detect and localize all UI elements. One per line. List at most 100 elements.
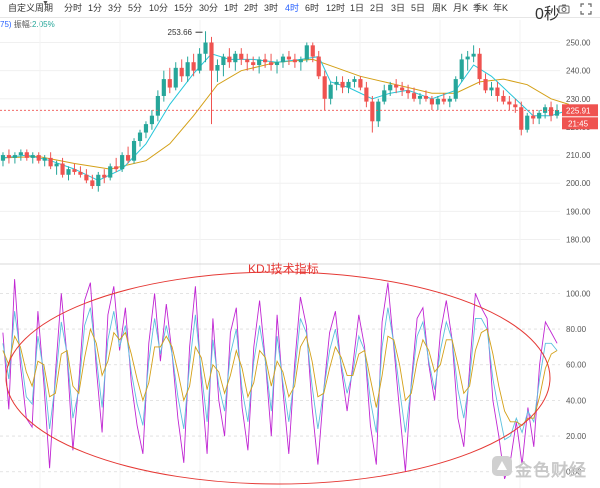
candle bbox=[346, 79, 351, 94]
timeframe-7[interactable]: 30分 bbox=[199, 3, 219, 13]
candle bbox=[257, 56, 262, 74]
candle bbox=[12, 152, 17, 164]
candle bbox=[525, 112, 530, 133]
candle bbox=[167, 67, 172, 94]
candle bbox=[173, 62, 178, 91]
ma-fast-line bbox=[2, 53, 570, 181]
timeframe-19[interactable]: 月K bbox=[453, 3, 469, 13]
timeframe-8[interactable]: 1时 bbox=[224, 3, 239, 13]
candle bbox=[328, 81, 333, 105]
candle bbox=[501, 90, 506, 105]
candle bbox=[263, 53, 268, 68]
camera-icon[interactable] bbox=[558, 3, 570, 15]
kdj-y-tick-label: 80.00 bbox=[566, 325, 587, 334]
timeframe-5[interactable]: 10分 bbox=[149, 3, 169, 13]
timeframe-13[interactable]: 12时 bbox=[326, 3, 346, 13]
candle-body bbox=[525, 115, 530, 130]
timeframe-1[interactable]: 分时 bbox=[64, 3, 83, 13]
ma-slow-line bbox=[2, 58, 570, 170]
candle-body bbox=[0, 155, 6, 161]
chevron-down-icon[interactable]: ▼ bbox=[42, 0, 49, 7]
candle-body bbox=[227, 56, 232, 63]
candle-body bbox=[233, 53, 238, 63]
candle-body bbox=[90, 180, 95, 187]
candle bbox=[495, 81, 500, 102]
candle bbox=[340, 76, 345, 94]
candle bbox=[388, 81, 393, 96]
candle-body bbox=[304, 45, 309, 60]
timeframe-10[interactable]: 3时 bbox=[264, 3, 279, 13]
candle bbox=[137, 129, 143, 147]
candle bbox=[245, 53, 250, 71]
candle bbox=[316, 50, 321, 80]
candle bbox=[406, 84, 411, 99]
candle bbox=[126, 146, 131, 164]
candle-body bbox=[298, 59, 303, 63]
candle bbox=[42, 155, 47, 167]
timeframe-3[interactable]: 3分 bbox=[108, 3, 123, 13]
timeframe-15[interactable]: 2日 bbox=[370, 3, 385, 13]
candle-body bbox=[60, 163, 65, 175]
timeframe-0[interactable]: 自定义周期 bbox=[8, 3, 54, 13]
candle-body bbox=[66, 169, 71, 175]
candle-body bbox=[6, 155, 12, 158]
candle bbox=[54, 160, 59, 175]
candle bbox=[435, 95, 440, 111]
candle-body bbox=[54, 163, 59, 167]
candle-body bbox=[394, 84, 399, 88]
candle-body bbox=[72, 169, 77, 172]
candle bbox=[108, 163, 113, 181]
kdj-y-tick-label: 40.00 bbox=[566, 396, 587, 405]
candle-body bbox=[411, 93, 417, 99]
candle-body bbox=[209, 42, 214, 71]
timeframe-21[interactable]: 年K bbox=[493, 3, 509, 13]
candle-body bbox=[12, 155, 17, 158]
candle bbox=[215, 59, 220, 82]
candle-body bbox=[471, 53, 476, 57]
candle bbox=[227, 48, 232, 68]
timeframe-11[interactable]: 4时 bbox=[285, 3, 300, 13]
jinse-logo-icon bbox=[492, 456, 512, 476]
candle-body bbox=[137, 132, 143, 141]
timeframe-18[interactable]: 周K bbox=[432, 3, 448, 13]
kdj-y-tick-label: 0.00 bbox=[566, 468, 582, 477]
candle-body bbox=[102, 174, 107, 178]
timeframe-14[interactable]: 1日 bbox=[350, 3, 365, 13]
timeframe-2[interactable]: 1分 bbox=[88, 3, 103, 13]
countdown-label: 21:45 bbox=[568, 119, 589, 128]
candle-body bbox=[155, 95, 160, 116]
candle bbox=[233, 50, 238, 71]
candle bbox=[60, 157, 65, 178]
timeframe-16[interactable]: 3日 bbox=[391, 3, 406, 13]
timeframe-6[interactable]: 15分 bbox=[174, 3, 194, 13]
y-tick-label: 200.00 bbox=[566, 179, 591, 188]
timeframe-4[interactable]: 5分 bbox=[128, 3, 143, 13]
candle bbox=[239, 48, 244, 66]
timeframe-9[interactable]: 2时 bbox=[244, 3, 259, 13]
candle bbox=[459, 53, 464, 82]
expand-icon[interactable] bbox=[580, 3, 592, 15]
seconds-label[interactable]: 0秒 bbox=[535, 6, 560, 23]
candle bbox=[209, 36, 214, 125]
candle bbox=[423, 90, 429, 102]
candle bbox=[507, 95, 512, 111]
candle-body bbox=[370, 101, 375, 122]
candle-body bbox=[263, 59, 268, 63]
timeframe-12[interactable]: 6时 bbox=[305, 3, 320, 13]
candle bbox=[90, 174, 95, 189]
high-marker-label: 253.66 bbox=[168, 28, 193, 37]
candle bbox=[310, 42, 315, 63]
candle bbox=[268, 53, 274, 71]
timeframe-17[interactable]: 5日 bbox=[411, 3, 426, 13]
candle bbox=[334, 76, 339, 91]
candle-body bbox=[197, 53, 202, 71]
candle bbox=[298, 56, 303, 71]
candle bbox=[203, 31, 208, 63]
timeframe-20[interactable]: 季K bbox=[473, 3, 489, 13]
candle bbox=[66, 166, 71, 181]
candle-body bbox=[548, 107, 554, 116]
candle-body bbox=[358, 79, 363, 88]
candle bbox=[489, 81, 494, 96]
candle bbox=[453, 76, 458, 102]
subtitle-prefix: 75) bbox=[0, 20, 12, 29]
